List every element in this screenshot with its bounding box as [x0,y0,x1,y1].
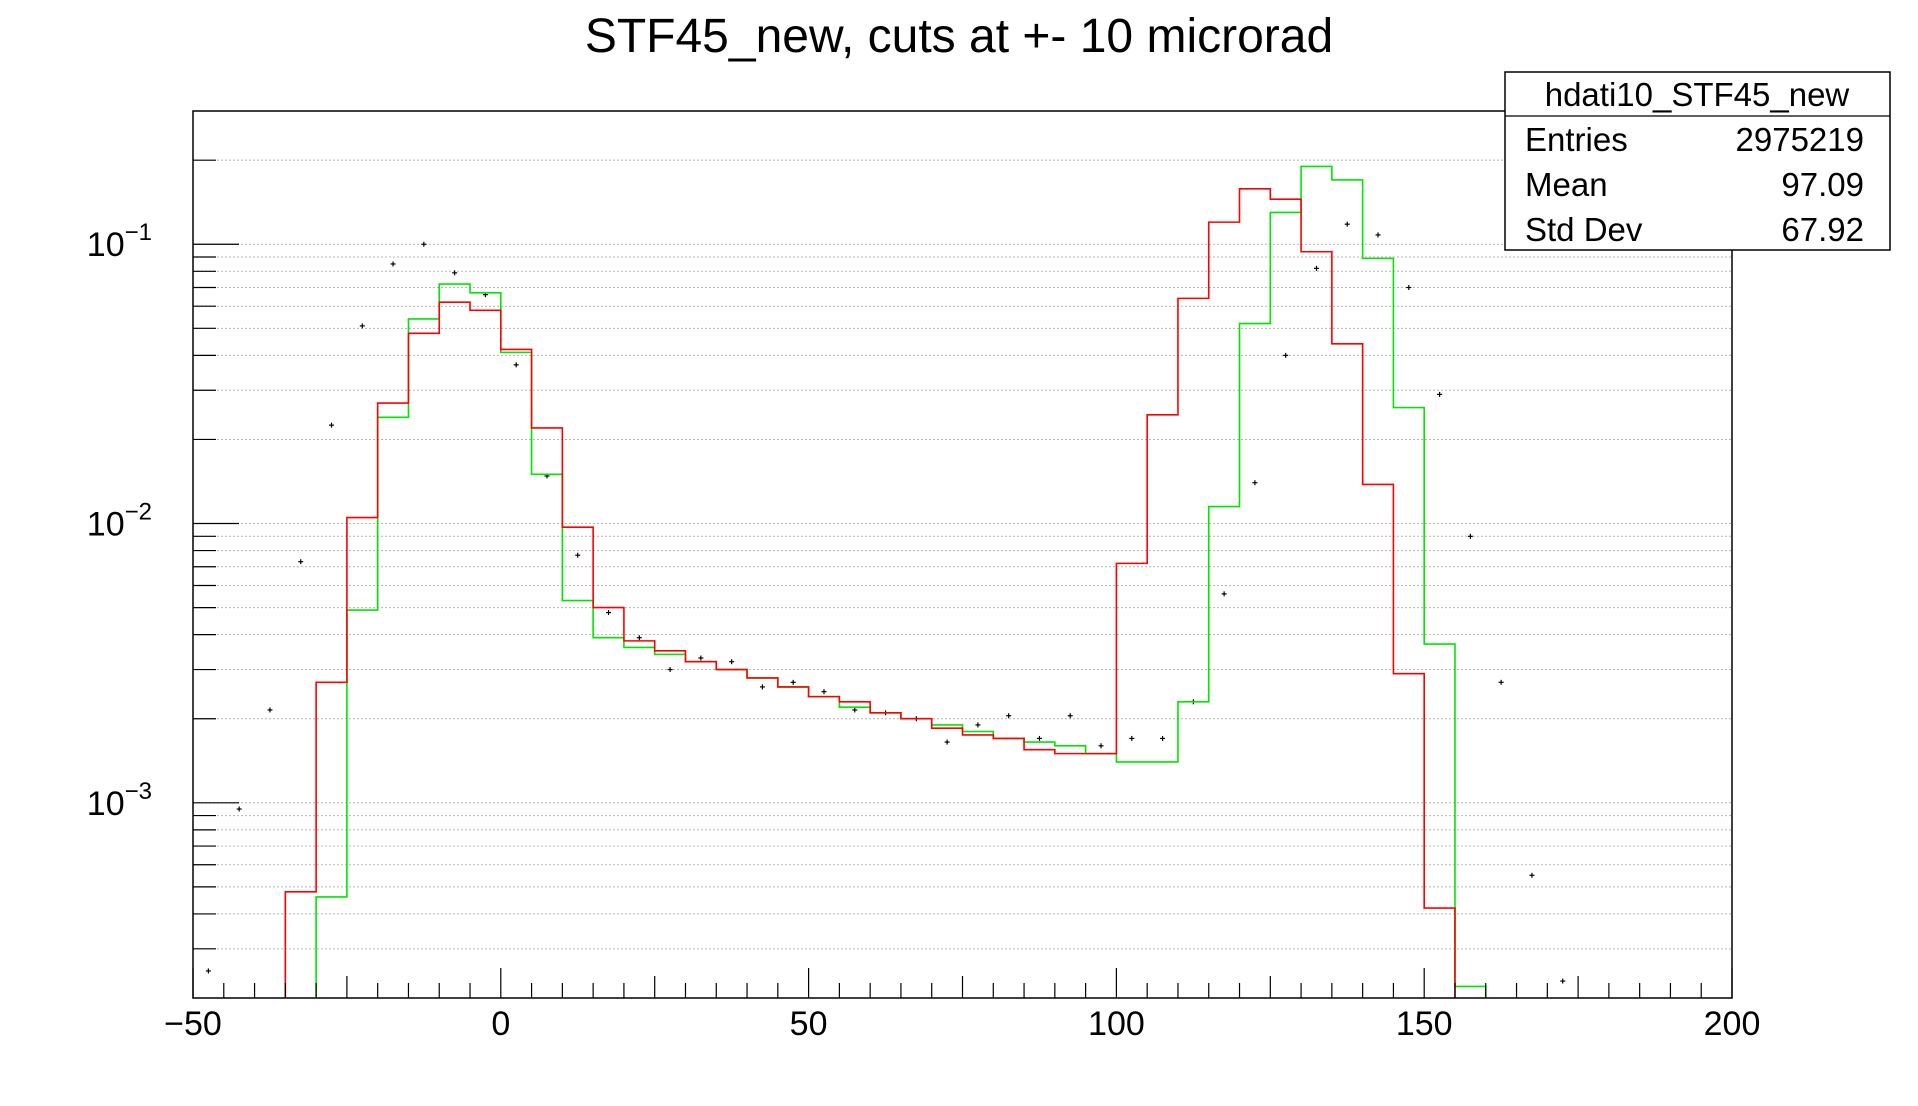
data-point [1375,232,1381,238]
step-line [284,187,1456,998]
series-1 [315,165,1487,998]
stats-entries-label: Entries [1525,121,1628,158]
data-point [329,422,335,428]
stats-stddev-value: 67.92 [1781,211,1864,248]
y-tick-label: 10−2 [87,499,152,544]
chart-title: STF45_new, cuts at +- 10 microrad [585,10,1333,63]
x-tick-label: 200 [1704,1005,1761,1043]
data-point [452,270,458,276]
y-axis: 10−1 10−2 10−3 [87,219,152,823]
data-point [852,707,858,713]
stats-box-name: hdati10_STF45_new [1545,76,1850,113]
data-point [575,552,581,558]
data-point [759,684,765,690]
data-point [975,722,981,728]
data-point [513,362,519,368]
data-point [1129,735,1135,741]
data-point [1252,480,1258,486]
stats-mean-label: Mean [1525,166,1608,203]
series-2 [284,187,1456,998]
data-point [205,968,211,974]
data-point [298,559,304,565]
y-tick-label: 10−3 [87,778,152,823]
data-point [1467,533,1473,539]
y-axis-minor-ticks [193,159,239,950]
data-point [1036,735,1042,741]
data-point [1160,735,1166,741]
stats-mean-value: 97.09 [1781,166,1864,203]
data-point [1221,591,1227,597]
data-point [1437,391,1443,397]
data-point [236,806,242,812]
y-tick-label: 10−1 [87,219,152,264]
data-point [667,667,673,673]
data-point [606,610,612,616]
step-line [315,165,1487,998]
data-point [1406,285,1412,291]
stats-entries-value: 2975219 [1736,121,1864,158]
data-point [729,659,735,665]
x-tick-label: 100 [1088,1005,1145,1043]
series-0 [205,221,1566,984]
x-tick-label: 150 [1396,1005,1453,1043]
stats-box-frame [1504,71,1891,251]
data-point [944,739,950,745]
data-point [1098,743,1104,749]
data-point [267,707,273,713]
x-tick-label: 50 [790,1005,828,1043]
data-point [1067,713,1073,719]
x-tick-label: −50 [164,1005,222,1043]
series-layer [205,165,1566,998]
data-point [1313,265,1319,271]
horizontal-grid [193,159,1732,950]
data-point [1006,713,1012,719]
data-point [1498,679,1504,685]
x-tick-label: 0 [491,1005,510,1043]
data-point [821,689,827,695]
data-point [636,635,642,641]
data-point [1344,221,1350,227]
data-point [1560,978,1566,984]
data-point [790,679,796,685]
data-point [1283,352,1289,358]
data-point [698,655,704,661]
data-point [359,323,365,329]
data-point [1529,872,1535,878]
stats-stddev-label: Std Dev [1525,211,1643,248]
data-point [390,261,396,267]
stats-box: hdati10_STF45_new Entries 2975219 Mean 9… [1504,71,1891,251]
x-axis: −50 0 50 100 150 200 [164,968,1760,1043]
data-point [421,241,427,247]
